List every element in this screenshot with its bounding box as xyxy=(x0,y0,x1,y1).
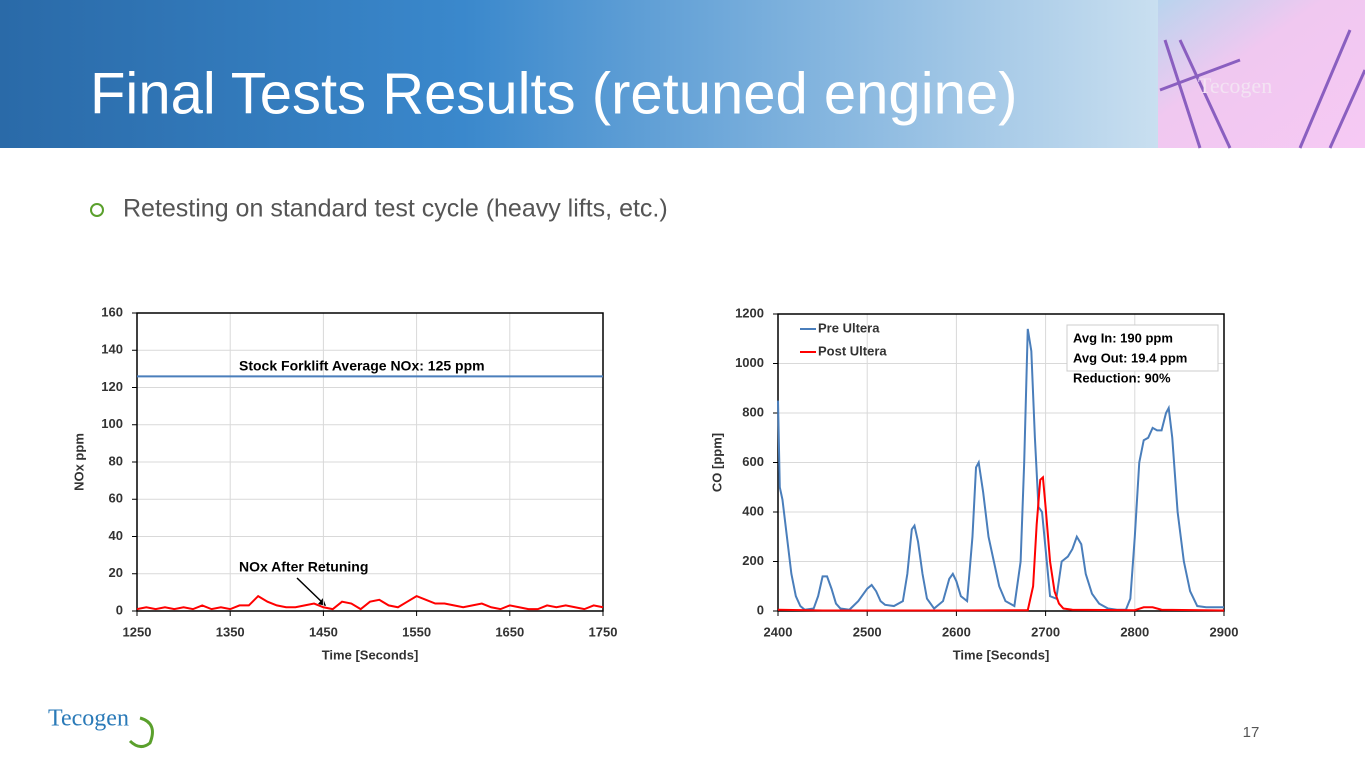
annotation-box xyxy=(1066,324,1219,372)
data-line xyxy=(777,475,1225,612)
annotation-arrowhead xyxy=(318,598,326,606)
legend-label: Pre Ultera xyxy=(818,320,880,335)
x-tick-label: 1550 xyxy=(402,624,431,639)
y-tick-label: 1200 xyxy=(735,305,764,320)
x-tick-label: 1250 xyxy=(123,624,152,639)
footer-logo-leaf xyxy=(128,716,154,748)
data-line xyxy=(777,328,1224,611)
bullet-icon xyxy=(90,203,104,217)
y-tick-label: 1000 xyxy=(735,355,764,370)
x-tick-label: 1650 xyxy=(495,624,524,639)
y-axis-title: NOx ppm xyxy=(71,433,86,491)
data-line xyxy=(136,594,604,611)
y-tick-label: 20 xyxy=(109,565,123,580)
y-tick-label: 400 xyxy=(742,503,764,518)
y-tick-label: 200 xyxy=(742,553,764,568)
x-axis-title: Time [Seconds] xyxy=(322,647,419,662)
x-tick-label: 1450 xyxy=(309,624,338,639)
y-tick-label: 80 xyxy=(109,453,123,468)
x-tick-label: 2400 xyxy=(764,624,793,639)
header-image-lines xyxy=(1159,29,1365,149)
annotation-arrow xyxy=(296,577,326,606)
x-tick-label: 2600 xyxy=(942,624,971,639)
y-tick-label: 140 xyxy=(101,342,123,357)
y-tick-label: 800 xyxy=(742,404,764,419)
x-tick-label: 2700 xyxy=(1031,624,1060,639)
annotation: Avg In: 190 ppm xyxy=(1073,330,1173,345)
annotation: NOx After Retuning xyxy=(239,559,368,575)
x-axis-title: Time [Seconds] xyxy=(953,647,1050,662)
y-tick-label: 160 xyxy=(101,304,123,319)
plot-frame xyxy=(136,312,604,612)
x-tick-label: 2500 xyxy=(853,624,882,639)
bullet-text: Retesting on standard test cycle (heavy … xyxy=(123,195,668,223)
x-tick-label: 1750 xyxy=(589,624,618,639)
y-tick-label: 0 xyxy=(757,602,764,617)
y-tick-label: 60 xyxy=(109,491,123,506)
legend-label: Post Ultera xyxy=(818,343,887,358)
y-tick-label: 0 xyxy=(116,602,123,617)
y-tick-label: 100 xyxy=(101,416,123,431)
annotation: Avg Out: 19.4 ppm xyxy=(1073,350,1187,365)
y-axis-title: CO [ppm] xyxy=(709,433,724,492)
annotation: Reduction: 90% xyxy=(1073,370,1171,385)
slide-title: Final Tests Results (retuned engine) xyxy=(90,61,1017,126)
header-logo: Tecogen xyxy=(1198,73,1272,98)
page-number: 17 xyxy=(1243,724,1260,741)
y-tick-label: 120 xyxy=(101,379,123,394)
y-tick-label: 40 xyxy=(109,528,123,543)
footer-logo: Tecogen xyxy=(48,706,129,732)
x-tick-label: 1350 xyxy=(216,624,245,639)
x-tick-label: 2800 xyxy=(1120,624,1149,639)
y-tick-label: 600 xyxy=(742,454,764,469)
x-tick-label: 2900 xyxy=(1210,624,1239,639)
header-band xyxy=(0,0,1158,148)
annotation: Stock Forklift Average NOx: 125 ppm xyxy=(239,358,485,374)
